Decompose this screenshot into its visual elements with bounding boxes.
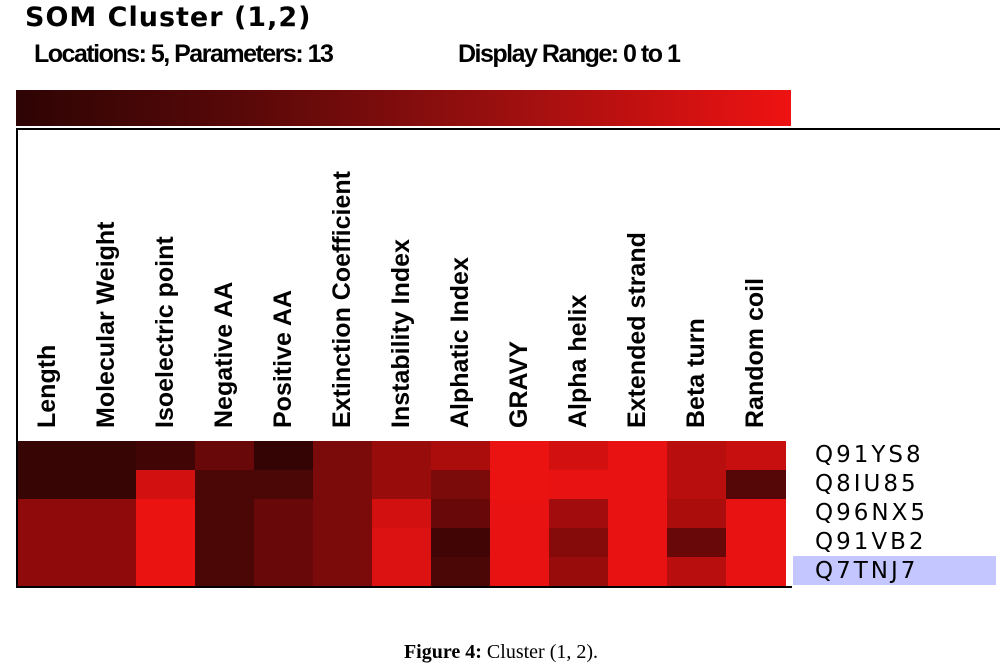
heatmap-cell [77,441,137,471]
column-label: Beta turn [682,318,710,428]
row-label: Q91VB2 [815,529,927,555]
heatmap-cell [18,557,78,587]
heatmap-cell [77,499,137,529]
heatmap-cell [726,528,786,558]
heatmap-cell [372,470,432,500]
heatmap-cell [549,470,609,500]
chart-title: SOM Cluster (1,2) [25,2,312,33]
heatmap-cell [431,528,491,558]
column-label: Negative AA [210,281,238,428]
heatmap-cell [136,557,196,587]
heatmap-cell [18,528,78,558]
column-label: Instability Index [387,239,415,428]
frame-bottom-border [16,586,792,588]
column-label: Alphatic Index [446,257,474,428]
figure-caption: Figure 4: Cluster (1, 2). [0,641,1002,664]
heatmap-cell [77,528,137,558]
heatmap-cell [549,528,609,558]
heatmap-cell [136,470,196,500]
heatmap-cell [667,470,727,500]
heatmap-cell [726,470,786,500]
heatmap-cell [549,557,609,587]
heatmap-cell [195,528,255,558]
frame-top-border [16,128,1000,130]
column-label: Random coil [741,277,769,428]
heatmap-cell [490,557,550,587]
heatmap-cell [431,557,491,587]
caption-label: Figure 4: [403,641,482,663]
heatmap-cell [549,441,609,471]
heatmap-cell [608,528,668,558]
heatmap-cell [254,499,314,529]
subtitle-locations: Locations: 5, Parameters: 13 [34,40,334,68]
color-scale-bar [16,90,791,126]
heatmap-cell [490,441,550,471]
heatmap-cell [254,470,314,500]
heatmap-cell [77,470,137,500]
heatmap-cell [608,470,668,500]
heatmap-cell [254,557,314,587]
heatmap-cell [195,557,255,587]
column-label: Isoelectric point [151,236,179,428]
heatmap-cell [136,528,196,558]
heatmap-cell [313,441,373,471]
row-label: Q7TNJ7 [815,558,919,584]
heatmap-cell [726,499,786,529]
column-label: Extended strand [623,232,651,428]
heatmap-cell [490,499,550,529]
heatmap-cell [667,528,727,558]
heatmap-cell [254,528,314,558]
heatmap-cell [195,441,255,471]
heatmap-cell [372,441,432,471]
heatmap-cell [313,470,373,500]
heatmap-cell [18,499,78,529]
column-label: Molecular Weight [92,221,120,428]
heatmap-cell [372,528,432,558]
column-label: Length [33,344,61,428]
row-label: Q91YS8 [815,442,924,468]
heatmap-cell [136,441,196,471]
column-label: Positive AA [269,289,297,428]
heatmap-cell [254,441,314,471]
frame-left-border [16,128,18,588]
heatmap-cell [431,470,491,500]
column-label: Alpha helix [564,294,592,428]
heatmap-cell [431,499,491,529]
caption-text: Cluster (1, 2). [481,641,599,663]
heatmap-cell [490,528,550,558]
heatmap-cell [372,557,432,587]
column-label: GRAVY [505,340,533,428]
heatmap-cell [372,499,432,529]
row-label: Q96NX5 [815,500,928,526]
heatmap-cell [490,470,550,500]
heatmap-cell [667,441,727,471]
heatmap-cell [77,557,137,587]
heatmap-cell [667,499,727,529]
heatmap-cell [608,557,668,587]
row-label: Q8IU85 [815,471,919,497]
heatmap-cell [726,557,786,587]
subtitle-display-range: Display Range: 0 to 1 [458,40,681,68]
heatmap-cell [18,441,78,471]
heatmap-cell [195,470,255,500]
heatmap-cell [313,499,373,529]
heatmap-cell [431,441,491,471]
column-label: Extinction Coefficient [328,171,356,428]
heatmap-cell [18,470,78,500]
heatmap-cell [195,499,255,529]
row-highlight [793,556,996,585]
heatmap-cell [549,499,609,529]
heatmap-cell [313,528,373,558]
heatmap-cell [136,499,196,529]
heatmap-cell [726,441,786,471]
heatmap-cell [313,557,373,587]
heatmap-cell [608,499,668,529]
heatmap-cell [667,557,727,587]
heatmap-cell [608,441,668,471]
